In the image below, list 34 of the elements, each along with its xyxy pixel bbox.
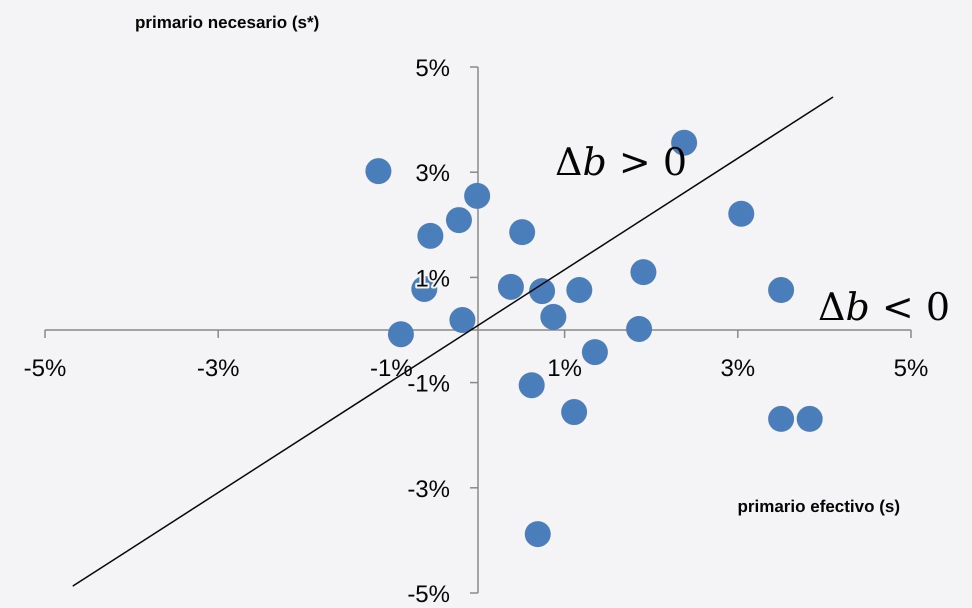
y-tick-label: 5% <box>415 55 450 82</box>
y-axis-title: primario necesario (s*) <box>135 13 320 32</box>
point <box>796 406 823 432</box>
point <box>365 158 392 184</box>
x-tick-label: -5% <box>24 355 66 382</box>
point <box>529 278 556 304</box>
point <box>582 339 608 366</box>
point <box>728 200 754 227</box>
x-axis-title: primario efectivo (s) <box>738 497 900 516</box>
point <box>768 277 794 304</box>
y-tick-label: 3% <box>415 160 450 188</box>
x-tick-label: 3% <box>720 355 756 382</box>
point <box>498 274 524 300</box>
point <box>566 277 592 304</box>
point <box>417 222 444 249</box>
point <box>449 307 476 334</box>
point <box>464 182 490 209</box>
point <box>509 219 536 246</box>
point <box>561 399 588 426</box>
point <box>630 259 656 286</box>
point <box>768 406 794 432</box>
point <box>626 316 652 342</box>
y-tick-label: -3% <box>407 476 450 503</box>
point <box>540 304 566 330</box>
y-tick-label: -5% <box>407 581 450 608</box>
point <box>446 207 472 234</box>
point <box>524 521 551 548</box>
x-tick-label: 1% <box>547 355 582 382</box>
point <box>388 321 414 348</box>
x-tick-label: 5% <box>894 355 928 382</box>
x-tick-label: -3% <box>196 355 240 382</box>
annotation: Δb < 0 <box>818 285 950 329</box>
annotation: Δb > 0 <box>555 140 687 184</box>
point <box>518 372 545 398</box>
